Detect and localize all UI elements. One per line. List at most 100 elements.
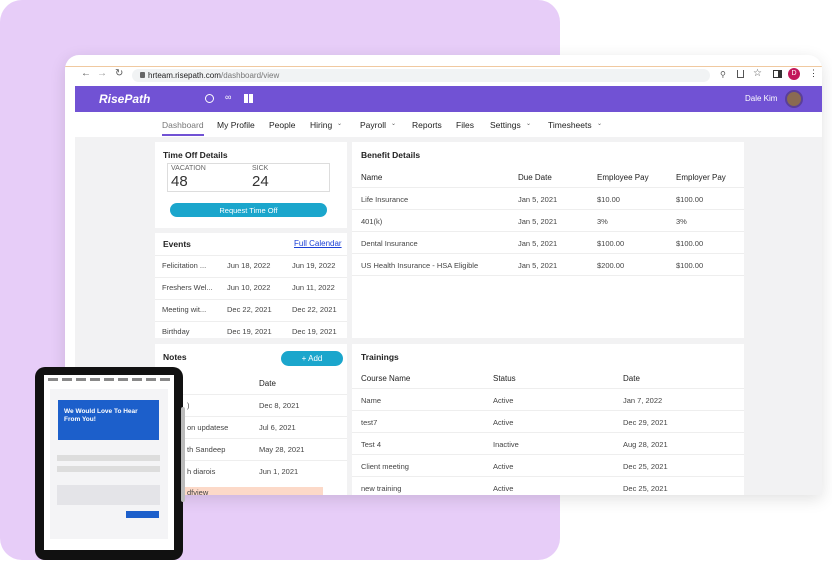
panel-icon[interactable] bbox=[773, 70, 782, 78]
dropdown-caret: ⌄ bbox=[526, 121, 532, 127]
row-separator bbox=[155, 438, 347, 439]
benefits-cell: $10.00 bbox=[597, 195, 620, 204]
full-calendar-link[interactable]: Full Calendar bbox=[294, 239, 342, 248]
key-icon[interactable]: ⚲ bbox=[720, 70, 726, 79]
column-header: Date bbox=[259, 379, 276, 388]
column-header: Course Name bbox=[361, 374, 411, 383]
card-title: Benefit Details bbox=[361, 150, 421, 160]
events-card: Events Full Calendar Felicitation ... Jun… bbox=[155, 233, 347, 338]
nav-item[interactable]: Dashboard bbox=[162, 120, 204, 130]
trainings-cell: Aug 28, 2021 bbox=[623, 440, 668, 449]
tablet-send-button[interactable] bbox=[126, 511, 159, 518]
trainings-cell: test7 bbox=[361, 418, 378, 427]
column-header: Name bbox=[361, 173, 383, 182]
row-separator bbox=[352, 476, 744, 477]
note-text: ) bbox=[187, 401, 190, 410]
forward-button[interactable]: → bbox=[97, 68, 107, 79]
back-button[interactable]: ← bbox=[81, 68, 91, 79]
logo: RisePath bbox=[99, 92, 151, 106]
note-date: May 28, 2021 bbox=[259, 445, 305, 454]
profile-avatar[interactable]: D bbox=[788, 68, 800, 80]
reload-button[interactable]: ↻ bbox=[115, 68, 124, 79]
benefits-cell: $200.00 bbox=[597, 261, 625, 270]
request-button[interactable] bbox=[170, 203, 327, 217]
user-avatar[interactable] bbox=[785, 90, 803, 108]
nav-item[interactable]: Hiring bbox=[310, 120, 333, 130]
column-header: Date bbox=[623, 374, 640, 383]
benefits-cell: Life Insurance bbox=[361, 195, 409, 204]
link-icon[interactable]: ∞ bbox=[225, 92, 232, 102]
sick-value: 24 bbox=[252, 173, 269, 190]
tablet-banner bbox=[58, 400, 159, 440]
trainings-cell: Client meeting bbox=[361, 462, 409, 471]
share-icon[interactable] bbox=[737, 70, 744, 78]
globe-icon[interactable] bbox=[205, 94, 214, 103]
trainings-cell: Name bbox=[361, 396, 382, 405]
trainings-cell: Dec 25, 2021 bbox=[623, 462, 668, 471]
note-text: th Sandeep bbox=[187, 445, 226, 454]
dropdown-caret: ⌄ bbox=[597, 121, 603, 127]
benefits-cell: $100.00 bbox=[676, 195, 704, 204]
lock-icon bbox=[140, 72, 145, 78]
event-cell: Jun 10, 2022 bbox=[227, 283, 271, 292]
active-underline bbox=[162, 134, 204, 136]
row-separator bbox=[155, 255, 347, 256]
event-cell: Jun 11, 2022 bbox=[292, 283, 335, 292]
request-button-label[interactable]: Request Time Off bbox=[219, 206, 278, 215]
column-header: Due Date bbox=[518, 173, 552, 182]
tablet-headline: We Would Love To Hear From You! bbox=[64, 408, 138, 423]
nav-item[interactable]: Reports bbox=[412, 120, 442, 130]
row-separator bbox=[352, 209, 744, 210]
trainings-cell: Inactive bbox=[493, 440, 519, 449]
nav-item[interactable]: Files bbox=[456, 120, 474, 130]
apps-icon[interactable] bbox=[244, 94, 253, 103]
nav-item[interactable]: My Profile bbox=[217, 120, 255, 130]
highlight-row bbox=[183, 487, 323, 495]
benefits-cell: 3% bbox=[597, 217, 608, 226]
note-text: h diarois bbox=[187, 467, 216, 476]
dropdown-caret: ⌄ bbox=[391, 121, 397, 127]
benefits-cell: Jan 5, 2021 bbox=[518, 261, 558, 270]
time-off-card: Time Off Details VACATION 48 SICK 24 Req… bbox=[155, 142, 347, 228]
address-bar[interactable]: hrteam.risepath.com /dashboard/view bbox=[132, 69, 710, 82]
nav-item[interactable]: Settings bbox=[490, 120, 521, 130]
tablet-nav bbox=[48, 378, 170, 381]
event-cell: Freshers Wel... bbox=[162, 283, 213, 292]
event-cell: Dec 22, 2021 bbox=[292, 305, 337, 314]
nav-item[interactable]: Timesheets bbox=[548, 120, 592, 130]
star-icon[interactable]: ☆ bbox=[753, 68, 762, 79]
trainings-cell: Active bbox=[493, 418, 514, 427]
trainings-cell: Jan 7, 2022 bbox=[623, 396, 663, 405]
trainings-cell: Active bbox=[493, 396, 514, 405]
row-separator bbox=[155, 321, 347, 322]
event-cell: Birthday bbox=[162, 327, 190, 336]
nav-item[interactable]: People bbox=[269, 120, 296, 130]
tablet-pen bbox=[181, 407, 185, 502]
benefits-card: Benefit Details Name Due Date Employee Pay… bbox=[352, 142, 744, 338]
url-path: /dashboard/view bbox=[221, 71, 280, 80]
user-name: Dale Kim bbox=[745, 94, 778, 103]
nav-item[interactable]: Payroll bbox=[360, 120, 386, 130]
menu-icon[interactable]: ⋮ bbox=[809, 68, 818, 78]
note-date: Jun 1, 2021 bbox=[259, 467, 299, 476]
event-cell: Felicitation ... bbox=[162, 261, 207, 270]
sick-label: SICK bbox=[252, 165, 269, 172]
note-date: Jul 6, 2021 bbox=[259, 423, 296, 432]
row-separator bbox=[352, 454, 744, 455]
trainings-card: Trainings Course Name Status Date Name Activ… bbox=[352, 344, 744, 495]
trainings-cell: Active bbox=[493, 462, 514, 471]
row-separator bbox=[352, 275, 744, 276]
card-title: Notes bbox=[163, 352, 187, 362]
url-domain: hrteam.risepath.com bbox=[148, 71, 221, 80]
column-header: Employer Pay bbox=[676, 173, 726, 182]
tablet: We Would Love To Hear From You! bbox=[35, 367, 185, 560]
add-button[interactable]: + Add bbox=[281, 351, 343, 366]
highlight-text: dfview bbox=[187, 488, 209, 495]
vacation-label: VACATION bbox=[171, 165, 206, 172]
row-separator bbox=[155, 460, 347, 461]
tablet-screen: We Would Love To Hear From You! bbox=[44, 375, 174, 550]
row-separator bbox=[155, 299, 347, 300]
event-cell: Dec 22, 2021 bbox=[227, 305, 272, 314]
benefits-cell: 3% bbox=[676, 217, 687, 226]
